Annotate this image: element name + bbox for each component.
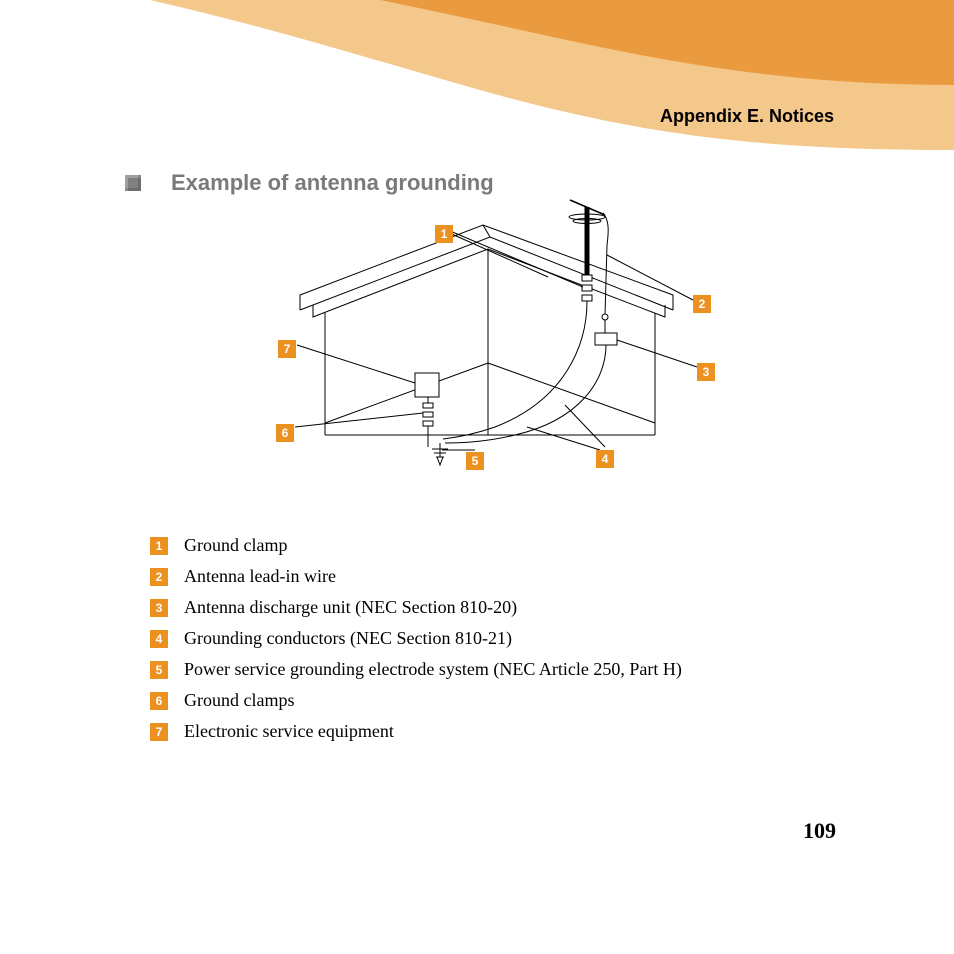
callout-3: 3 (697, 363, 715, 381)
eave-line (313, 249, 665, 317)
legend-number-4: 4 (150, 630, 168, 648)
leader-6 (295, 413, 423, 427)
legend-row: 4 Grounding conductors (NEC Section 810-2… (150, 628, 850, 649)
ground-clamps-group (423, 403, 433, 426)
legend-label: Electronic service equipment (184, 721, 394, 742)
legend-row: 1 Ground clamp (150, 535, 850, 556)
leader-3 (617, 340, 697, 367)
legend-label: Ground clamp (184, 535, 287, 556)
legend-row: 3 Antenna discharge unit (NEC Section 810… (150, 597, 850, 618)
page-number: 109 (803, 818, 836, 844)
service-equipment (415, 373, 439, 397)
base-left (325, 363, 488, 423)
leader-1b (450, 231, 583, 287)
legend-number-3: 3 (150, 599, 168, 617)
legend-label: Power service grounding electrode system… (184, 659, 682, 680)
legend-label: Ground clamps (184, 690, 294, 711)
curve-inner (380, 0, 954, 85)
legend-row: 2 Antenna lead-in wire (150, 566, 850, 587)
antenna-mast (569, 200, 605, 275)
callout-1: 1 (435, 225, 453, 243)
section-heading: Example of antenna grounding (125, 170, 494, 196)
grounding-conductor-2 (445, 345, 606, 443)
mast-ground-clamp (582, 275, 592, 301)
grounding-conductor-1 (443, 301, 587, 439)
antenna-grounding-diagram (265, 195, 735, 495)
legend-row: 5 Power service grounding electrode syste… (150, 659, 850, 680)
legend: 1 Ground clamp 2 Antenna lead-in wire 3 Anten… (150, 535, 850, 752)
leader-7 (297, 345, 415, 383)
grounding-electrode (432, 443, 448, 465)
section-title: Example of antenna grounding (171, 170, 494, 196)
callout-7: 7 (278, 340, 296, 358)
legend-label: Antenna discharge unit (NEC Section 810-… (184, 597, 517, 618)
callout-6: 6 (276, 424, 294, 442)
page: Appendix E. Notices Example of antenna g… (0, 0, 954, 954)
legend-number-5: 5 (150, 661, 168, 679)
roof-back-ridge (300, 225, 673, 310)
header-curve (0, 0, 954, 170)
lead-in-wire (603, 213, 608, 315)
appendix-label: Appendix E. Notices (660, 106, 834, 127)
legend-label: Grounding conductors (NEC Section 810-21… (184, 628, 512, 649)
square-bullet-icon (125, 175, 141, 191)
legend-number-6: 6 (150, 692, 168, 710)
legend-row: 6 Ground clamps (150, 690, 850, 711)
legend-number-7: 7 (150, 723, 168, 741)
legend-label: Antenna lead-in wire (184, 566, 336, 587)
callout-2: 2 (693, 295, 711, 313)
legend-number-1: 1 (150, 537, 168, 555)
legend-number-2: 2 (150, 568, 168, 586)
lead-in-insulator (602, 314, 608, 320)
leader-2 (607, 255, 693, 300)
discharge-unit (595, 333, 617, 345)
curve-outer (150, 0, 954, 150)
base-right-hidden (488, 363, 655, 423)
legend-row: 7 Electronic service equipment (150, 721, 850, 742)
callout-5: 5 (466, 452, 484, 470)
callout-4: 4 (596, 450, 614, 468)
